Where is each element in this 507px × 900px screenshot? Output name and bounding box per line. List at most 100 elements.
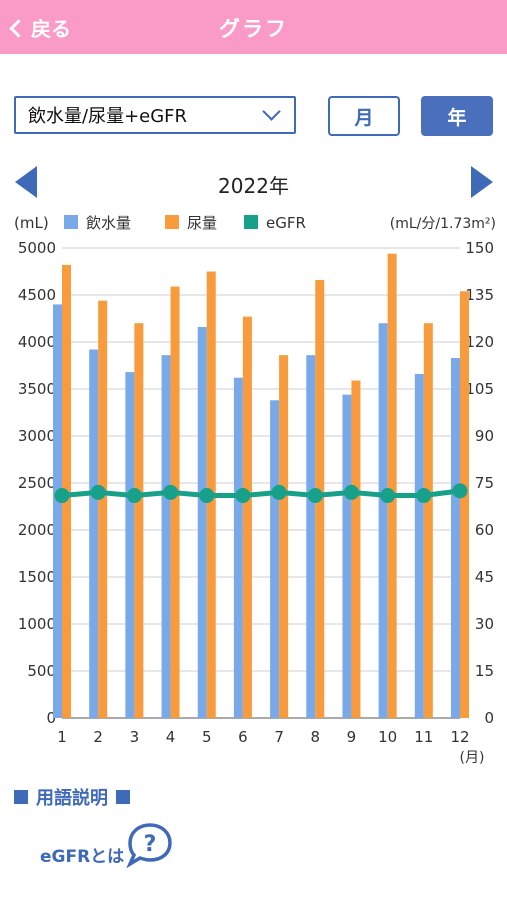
egfr-point [54, 488, 70, 504]
previous-period-icon[interactable] [15, 166, 37, 198]
x-tick-label: 10 [378, 728, 397, 746]
egfr-point [416, 488, 432, 504]
egfr-line-path [61, 488, 461, 499]
egfr-point [199, 488, 215, 504]
question-mark: ? [144, 832, 157, 857]
right-tick-label: 60 [475, 521, 494, 539]
left-tick-label: 0 [46, 709, 56, 727]
back-label: 戻る [31, 17, 71, 41]
month-button[interactable]: 月 [328, 96, 400, 136]
legend-label: 尿量 [187, 214, 217, 232]
legend-swatch [244, 215, 258, 229]
x-tick-label: 9 [347, 728, 357, 746]
water-intake-bar [378, 323, 388, 718]
egfr-line [54, 483, 468, 504]
x-tick-label: 2 [93, 728, 103, 746]
right-tick-label: 0 [484, 709, 494, 727]
urine-volume-bar [423, 323, 433, 718]
right-tick-label: 15 [475, 662, 494, 680]
right-tick-label: 150 [465, 239, 494, 257]
x-tick-label: 8 [310, 728, 320, 746]
egfr-point [452, 483, 468, 499]
water-intake-bar [197, 326, 207, 718]
axis-ticks: 0500100015002000250030003500400045005000… [18, 239, 494, 746]
urine-volume-bar [134, 323, 144, 718]
left-tick-label: 1000 [18, 615, 56, 633]
chart: (mL) (mL/分/1.73m²) (月) 飲水量 尿量 eGFR 0500100… [14, 214, 496, 765]
egfr-point [380, 488, 396, 504]
square-icon [14, 790, 28, 804]
right-axis-unit: (mL/分/1.73m²) [390, 216, 496, 232]
water-intake-bar [89, 349, 99, 718]
right-tick-label: 135 [465, 286, 494, 304]
x-tick-label: 7 [274, 728, 284, 746]
urine-volume-bar [460, 291, 469, 718]
legend-label: eGFR [266, 214, 306, 232]
back-button[interactable]: 戻る [9, 13, 71, 42]
page-title: グラフ [219, 17, 288, 41]
glossary-title: 用語説明 [36, 788, 108, 809]
egfr-point [271, 484, 287, 500]
left-tick-label: 2000 [18, 521, 56, 539]
egfr-point [343, 484, 359, 500]
water-intake-bar [414, 373, 424, 718]
square-icon [116, 790, 130, 804]
left-tick-label: 2500 [18, 474, 56, 492]
next-period-icon[interactable] [471, 166, 493, 198]
water-intake-bar [306, 355, 316, 718]
urine-volume-bar [279, 355, 289, 718]
period-label: 2022年 [218, 174, 289, 198]
x-tick-label: 1 [57, 728, 67, 746]
legend-label: 飲水量 [86, 214, 131, 232]
left-axis-unit: (mL) [14, 214, 49, 232]
urine-volume-bar [170, 286, 180, 718]
legend: 飲水量 尿量 eGFR [64, 214, 306, 232]
egfr-help-link[interactable]: eGFRとは ? [40, 822, 174, 868]
left-tick-label: 1500 [18, 568, 56, 586]
urine-volume-bar [387, 253, 397, 718]
egfr-link-label: eGFRとは [40, 846, 125, 867]
x-tick-label: 4 [166, 728, 176, 746]
left-tick-label: 500 [27, 662, 56, 680]
water-intake-bar [53, 304, 62, 718]
urine-volume-bar [351, 380, 361, 718]
legend-swatch [64, 215, 78, 229]
water-intake-bar [342, 394, 352, 718]
right-tick-label: 105 [465, 380, 494, 398]
urine-volume-bar [98, 300, 108, 718]
water-intake-bar [233, 377, 243, 718]
egfr-point [90, 484, 106, 500]
chevron-down-icon [262, 102, 281, 121]
x-tick-label: 12 [450, 728, 469, 746]
x-tick-label: 3 [130, 728, 140, 746]
left-tick-label: 4000 [18, 333, 56, 351]
x-tick-label: 6 [238, 728, 248, 746]
water-intake-bar [161, 355, 171, 718]
water-intake-bar [270, 400, 280, 718]
left-tick-label: 3500 [18, 380, 56, 398]
gridlines [62, 247, 460, 719]
metric-select-value: 飲水量/尿量+eGFR [28, 106, 188, 127]
right-tick-label: 75 [475, 474, 494, 492]
left-tick-label: 3000 [18, 427, 56, 445]
water-intake-bar [451, 357, 460, 718]
legend-swatch [165, 215, 179, 229]
left-tick-label: 4500 [18, 286, 56, 304]
right-tick-label: 90 [475, 427, 494, 445]
app-header: 戻る グラフ [0, 0, 507, 54]
x-tick-label: 11 [414, 728, 433, 746]
year-button[interactable]: 年 [421, 96, 493, 136]
egfr-point [307, 488, 323, 504]
left-tick-label: 5000 [18, 239, 56, 257]
right-tick-label: 45 [475, 568, 494, 586]
bars [53, 253, 469, 718]
water-intake-bar [125, 372, 135, 718]
question-bubble-icon: ? [126, 823, 172, 868]
egfr-point [126, 488, 142, 504]
x-tick-label: 5 [202, 728, 212, 746]
x-axis-unit: (月) [460, 750, 485, 765]
metric-select[interactable]: 飲水量/尿量+eGFR [14, 96, 296, 134]
right-tick-label: 30 [475, 615, 494, 633]
egfr-point [163, 484, 179, 500]
right-tick-label: 120 [465, 333, 494, 351]
